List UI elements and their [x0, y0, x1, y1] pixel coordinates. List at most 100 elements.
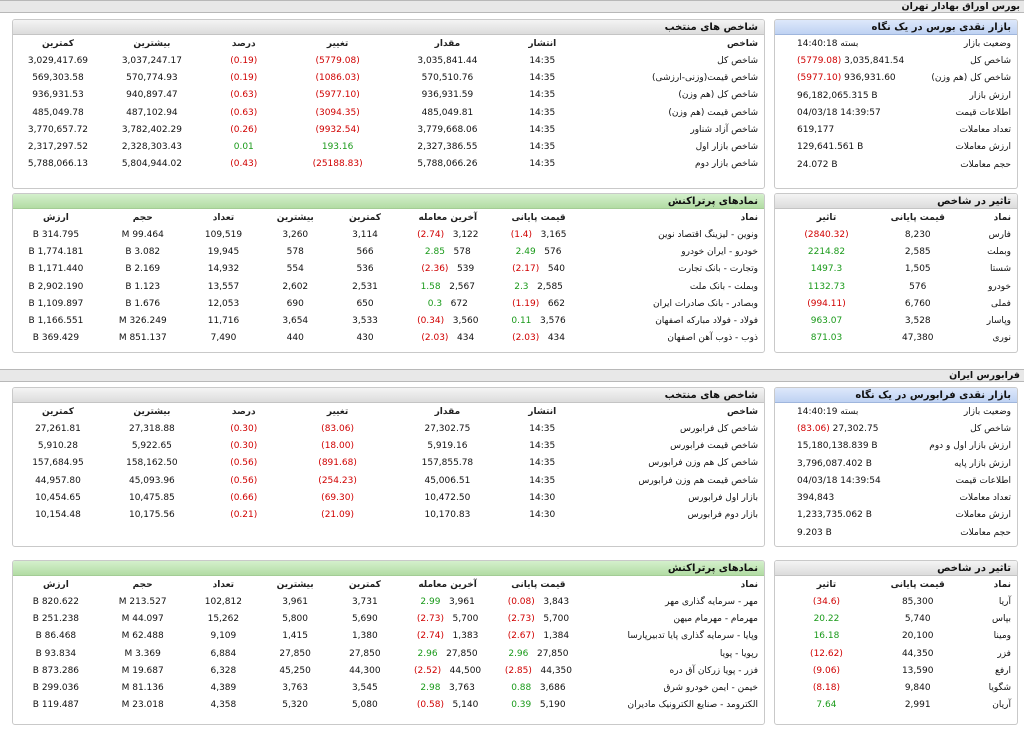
table-row: اطلاعات قیمت 04/03/18 14:39:57 [775, 104, 1017, 121]
index-high: 570,774.93 [126, 72, 178, 83]
symbol-close-cell: 27,850 2.96 [495, 645, 581, 662]
glance-value-cell: 96,182,065.315 B [775, 87, 906, 104]
table-row[interactable]: آریان 2,991 7.64 [775, 697, 1017, 714]
bourse-indices-panel: شاخص های منتخب شاخص انتشار مقدار تغییر درصد ب… [12, 19, 765, 189]
index-high: 5,804,944.02 [121, 159, 182, 170]
impact-value: (2840.32) [804, 229, 849, 240]
impact-value: 2214.82 [807, 246, 846, 257]
index-percent: (0.21) [230, 510, 258, 521]
column-header: مقدار [434, 38, 461, 49]
index-value: 485,049.81 [421, 107, 474, 118]
glance-value-cell: 9.203 B [775, 524, 906, 541]
symbol-last: 27,850 [446, 648, 478, 659]
symbol-volume: 213.527 M [118, 596, 167, 607]
column-header: نماد [993, 579, 1011, 590]
glance-value: 9.203 B [797, 527, 832, 538]
table-row[interactable]: وبصادر - بانک صادرات ایران 662 (1.19) 672 … [13, 295, 764, 312]
symbol-volume: 326.249 M [118, 316, 167, 327]
symbol-last: 1,383 [452, 631, 479, 642]
index-change: (83.06) [321, 423, 354, 434]
bourse-symbols-body: ونوین - لیزینگ اقتصاد نوین 3,165 (1.4) 3,1… [13, 226, 764, 347]
table-row[interactable]: فملی 6,760 (994.11) [775, 295, 1017, 312]
table-row[interactable]: آریا 85,300 (34.6) [775, 593, 1017, 610]
symbol-name: مهرمام - مهرمام میهن [673, 613, 758, 624]
column-header: شاخص [727, 38, 758, 49]
table-row[interactable]: شاخص کل 14:35 3,035,841.44 (5779.08) (0.19) 3… [13, 52, 764, 69]
impact-close: 44,350 [901, 648, 934, 659]
table-row[interactable]: ونوین - لیزینگ اقتصاد نوین 3,165 (1.4) 3,1… [13, 226, 764, 243]
index-time: 14:35 [529, 159, 556, 170]
table-row[interactable]: وتجارت - بانک تجارت 540 (2.17) 539 (2.36) 5… [13, 261, 764, 278]
symbol-last-cell: 3,763 2.98 [400, 679, 496, 696]
table-row[interactable]: ذوب - ذوب آهن اصفهان 434 (2.03) 434 (2.03)… [13, 330, 764, 347]
table-row[interactable]: شاخص قیمت (هم وزن) 14:35 485,049.81 (3094.3… [13, 104, 764, 121]
symbol-name: ذوب - ذوب آهن اصفهان [667, 333, 758, 344]
table-row[interactable]: شستا 1,505 1497.3 [775, 261, 1017, 278]
symbol-last-cell: 3,560 (0.34) [400, 312, 496, 329]
table-row[interactable]: شاخص قیمت هم وزن فرابورس 14:35 45,006.51 (2… [13, 472, 764, 489]
table-row[interactable]: وپاسار 3,528 963.07 [775, 312, 1017, 329]
column-header: بیشترین [133, 38, 171, 49]
table-row[interactable]: فزر - پویا زرکان آق دره 44,350 (2.85) 44,5… [13, 662, 764, 679]
table-row[interactable]: مهر - سرمایه گذاری مهر 3,843 (0.08) 3,961 … [13, 593, 764, 610]
table-row[interactable]: شاخص بازار دوم 14:35 5,788,066.26 (25188.83… [13, 156, 764, 173]
impact-close: 85,300 [901, 596, 934, 607]
table-row[interactable]: خیمن - ایمن خودرو شرق 3,686 0.88 3,763 2.9… [13, 679, 764, 696]
table-row[interactable]: فارس 8,230 (2840.32) [775, 226, 1017, 243]
bourse-indices-body: شاخص کل 14:35 3,035,841.44 (5779.08) (0.19) 3… [13, 52, 764, 173]
bourse-impact-header: نماد قیمت پایانی تاثیر [775, 209, 1017, 226]
index-percent: (0.63) [230, 90, 258, 101]
table-row[interactable]: وپایا - سرمایه گذاری پایا تدبیرپارسا 1,38… [13, 628, 764, 645]
table-row[interactable]: مهرمام - مهرمام میهن 5,700 (2.73) 5,700 (2… [13, 610, 764, 627]
symbol-high: 45,250 [279, 665, 311, 676]
table-row[interactable]: ومینا 20,100 16.18 [775, 628, 1017, 645]
table-row[interactable]: شاخص بازار اول 14:35 2,327,386.55 193.16 0.0… [13, 138, 764, 155]
glance-value-cell: (5779.08) 3,035,841.54 [775, 52, 906, 69]
table-row[interactable]: شاخص قیمت فرابورس 14:35 5,919.16 (18.00) (0.… [13, 437, 764, 454]
index-value: 2,327,386.55 [417, 142, 478, 153]
symbol-low: 536 [356, 264, 374, 275]
table-row[interactable]: شاخص کل (هم وزن) 14:35 936,931.59 (5977.10)… [13, 87, 764, 104]
table-row[interactable]: الکترومد - صنایع الکترونیک مادیران 5,190 … [13, 697, 764, 714]
table-row[interactable]: شاخص قیمت(وزنی-ارزشی) 14:35 570,510.76 (108… [13, 69, 764, 86]
bourse-indices-title: شاخص های منتخب [13, 20, 764, 35]
index-low: 3,770,657.72 [27, 124, 89, 135]
table-row[interactable]: بپاس 5,740 20.22 [775, 610, 1017, 627]
table-row[interactable]: وبملت - بانک ملت 2,585 2.3 2,567 1.58 2,531… [13, 278, 764, 295]
index-time: 14:35 [529, 124, 556, 135]
table-row[interactable]: خودرو 576 1132.73 [775, 278, 1017, 295]
symbol-count: 4,358 [210, 700, 237, 711]
symbol-last: 672 [450, 298, 468, 309]
table-row[interactable]: نوری 47,380 871.03 [775, 330, 1017, 347]
impact-symbol: آریا [998, 596, 1011, 607]
table-row[interactable]: بازار دوم فرابورس 14:30 10,170.83 (21.09) (0… [13, 506, 764, 523]
table-row[interactable]: فزر 44,350 (12.62) [775, 645, 1017, 662]
glance-label: ارزش بازار اول و دوم [929, 441, 1011, 452]
index-change: (254.23) [318, 475, 357, 486]
symbol-low: 3,533 [352, 316, 378, 327]
symbol-low: 2,531 [352, 281, 378, 292]
symbol-count: 15,262 [207, 613, 240, 624]
table-row[interactable]: وبملت 2,585 2214.82 [775, 243, 1017, 260]
symbol-volume: 62.488 M [121, 631, 164, 642]
column-header: نماد [740, 579, 758, 590]
header-row: نماد قیمت پایانی آخرین معامله کمترین بیشترین… [13, 576, 764, 593]
table-row[interactable]: بازار اول فرابورس 14:30 10,472.50 (69.30) (0… [13, 489, 764, 506]
symbol-close: 662 [547, 298, 565, 309]
table-row[interactable]: شاخص کل هم وزن فرابورس 14:35 157,855.78 (89… [13, 455, 764, 472]
table-row[interactable]: شاخص کل فرابورس 14:35 27,302.75 (83.06) (0.3… [13, 420, 764, 437]
table-row[interactable]: رپویا - پویا 27,850 2.96 27,850 2.96 27,850… [13, 645, 764, 662]
index-value: 3,779,668.06 [417, 124, 478, 135]
table-row[interactable]: فولاد - فولاد مبارکه اصفهان 3,576 0.11 3,5… [13, 312, 764, 329]
symbol-last-change: 2.98 [420, 683, 441, 694]
table-row[interactable]: شگویا 9,840 (8.18) [775, 679, 1017, 696]
glance-value-cell: 3,796,087.402 B [775, 455, 906, 472]
symbol-low: 430 [356, 333, 374, 344]
symbol-volume: 3.369 M [124, 648, 161, 659]
table-row[interactable]: ارفع 13,590 (9.06) [775, 662, 1017, 679]
index-percent: (0.19) [230, 55, 258, 66]
symbol-close-cell: 540 (2.17) [496, 261, 582, 278]
table-row[interactable]: خودرو - ایران خودرو 576 2.49 578 2.85 566 57… [13, 243, 764, 260]
table-row[interactable]: شاخص آزاد شناور 14:35 3,779,668.06 (9932.54… [13, 121, 764, 138]
index-high: 27,318.88 [128, 423, 175, 434]
